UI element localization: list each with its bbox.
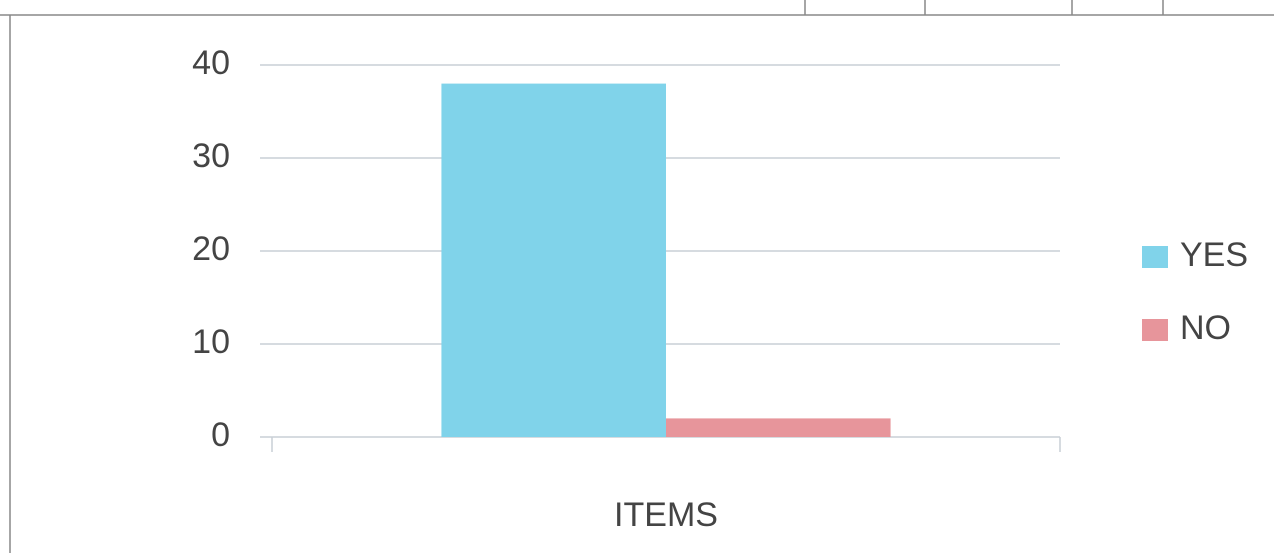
legend-swatch — [1142, 319, 1168, 341]
legend-label: YES — [1180, 236, 1248, 274]
x-tick-label: ITEMS — [614, 496, 718, 534]
y-tick-label: 20 — [192, 230, 230, 268]
legend-label: NO — [1180, 309, 1231, 347]
y-tick-label: 10 — [192, 323, 230, 361]
y-tick-label: 40 — [192, 44, 230, 82]
y-tick-label: 0 — [211, 416, 230, 454]
bar — [666, 418, 891, 437]
y-tick-label: 30 — [192, 137, 230, 175]
bar — [441, 83, 666, 437]
legend-swatch — [1142, 246, 1168, 268]
